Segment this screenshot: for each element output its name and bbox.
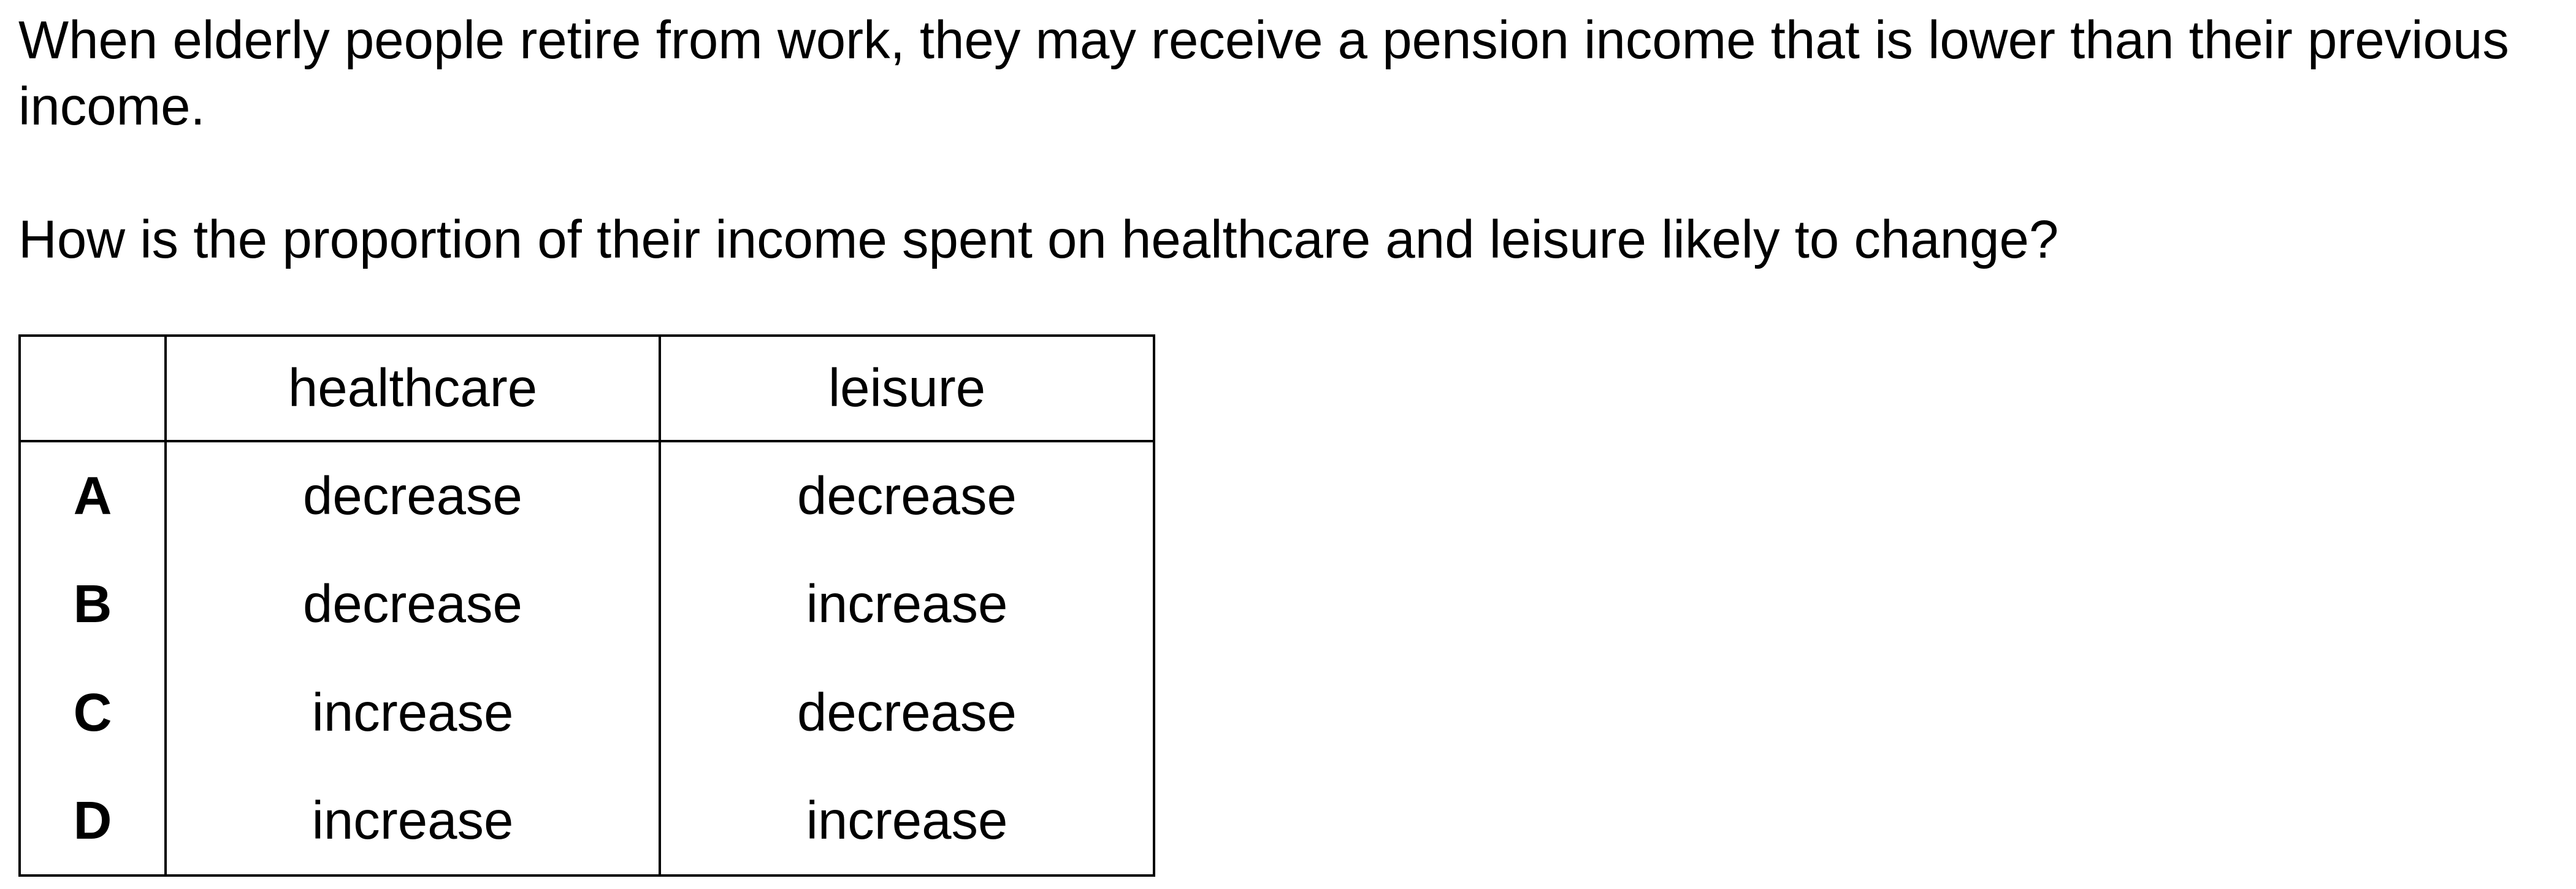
- leisure-cell: decrease: [659, 441, 1155, 550]
- healthcare-cell: decrease: [164, 441, 661, 550]
- option-row-d: D increase increase: [18, 767, 1155, 877]
- option-letter: D: [18, 767, 167, 877]
- healthcare-cell: increase: [164, 767, 661, 877]
- option-letter: A: [18, 441, 167, 550]
- option-row-a: A decrease decrease: [18, 441, 1155, 550]
- healthcare-cell: decrease: [164, 550, 661, 658]
- leisure-cell: increase: [659, 550, 1155, 658]
- healthcare-cell: increase: [164, 658, 661, 767]
- leisure-cell: decrease: [659, 658, 1155, 767]
- option-letter: B: [18, 550, 167, 658]
- option-letter: C: [18, 658, 167, 767]
- option-row-b: B decrease increase: [18, 550, 1155, 658]
- leisure-cell: increase: [659, 767, 1155, 877]
- header-leisure: leisure: [659, 334, 1155, 442]
- header-corner-cell: [18, 334, 167, 442]
- option-row-c: C increase decrease: [18, 658, 1155, 767]
- question-prompt: How is the proportion of their income sp…: [18, 210, 2059, 269]
- answer-options-table: healthcare leisure A decrease decrease B…: [18, 334, 1155, 877]
- question-stem: When elderly people retire from work, th…: [18, 10, 2509, 136]
- table-header-row: healthcare leisure: [18, 334, 1155, 442]
- header-healthcare: healthcare: [164, 334, 661, 442]
